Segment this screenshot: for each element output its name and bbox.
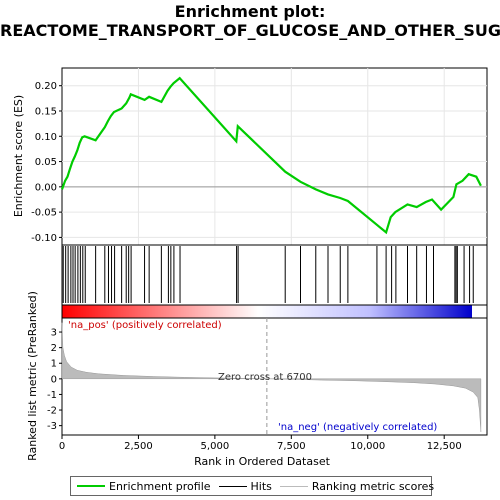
x-tick-label: 10,000 (350, 441, 385, 452)
metric-y-axis-label: Ranked list metric (PreRanked) (26, 291, 39, 461)
neg-annotation: 'na_neg' (negatively correlated) (278, 422, 437, 433)
legend-item-hits: Hits (218, 479, 272, 493)
x-tick-label: 5,000 (201, 441, 230, 452)
metric-y-tick-label: 2 (51, 343, 57, 354)
es-y-tick-label: 0.15 (35, 106, 57, 117)
metric-y-tick-label: -1 (47, 390, 57, 401)
es-panel (61, 67, 488, 246)
es-y-tick-label: -0.10 (31, 233, 57, 244)
metric-y-ticks: -3 -2 -1 0 1 2 3 (47, 328, 62, 432)
es-y-tick-label: 0.05 (35, 157, 57, 168)
x-tick-label: 12,500 (427, 441, 462, 452)
metric-y-tick-label: 0 (51, 374, 57, 385)
chart-title-line1: Enrichment plot: (174, 2, 326, 21)
ranking-metric-area (61, 322, 482, 432)
enrichment-profile-line (60, 76, 482, 235)
es-y-tick-label: 0.10 (35, 132, 57, 143)
es-y-tick-label: -0.05 (31, 208, 57, 219)
legend-swatch-enrichment (77, 485, 105, 487)
legend-item-enrichment: Enrichment profile (77, 480, 211, 493)
hits-group (62, 246, 474, 303)
metric-y-tick-label: 1 (51, 359, 57, 370)
x-tick-label: 0 (59, 441, 65, 452)
metric-y-tick-label: -2 (47, 406, 57, 417)
legend-label-enrichment: Enrichment profile (109, 479, 211, 493)
metric-group (61, 318, 482, 435)
metric-x-ticks: 0 2,500 5,000 7,500 10,000 12,500 (59, 435, 462, 452)
legend-label-hits: Hits (250, 479, 272, 493)
chart-title-line2: REACTOME_TRANSPORT_OF_GLUCOSE_AND_OTHER_… (0, 21, 500, 40)
legend-swatch-hits (218, 485, 247, 487)
x-tick-label: 2,500 (124, 441, 153, 452)
metric-y-tick-label: 3 (51, 328, 57, 339)
es-y-axis-label: Enrichment score (ES) (12, 95, 25, 217)
x-tick-label: 7,500 (277, 441, 306, 452)
legend-item-ranking: Ranking metric scores (279, 479, 435, 493)
es-line-group (60, 76, 482, 235)
hits-panel (61, 244, 488, 306)
legend: Enrichment profile Hits Ranking metric s… (70, 476, 435, 496)
zero-cross-annotation: Zero cross at 6700 (218, 372, 312, 383)
pos-annotation: 'na_pos' (positively correlated) (68, 320, 222, 331)
ranking-color-band (62, 305, 472, 318)
es-grid (62, 68, 487, 245)
es-y-tick-label: 0.00 (35, 182, 57, 193)
legend-swatch-ranking (279, 485, 308, 487)
legend-label-ranking: Ranking metric scores (311, 479, 435, 493)
metric-y-tick-label: -3 (47, 421, 57, 432)
es-y-tick-label: 0.20 (35, 81, 57, 92)
x-axis-label: Rank in Ordered Dataset (194, 455, 331, 468)
es-y-ticks: -0.10 -0.05 0.00 0.05 0.10 0.15 0.20 (31, 81, 62, 244)
